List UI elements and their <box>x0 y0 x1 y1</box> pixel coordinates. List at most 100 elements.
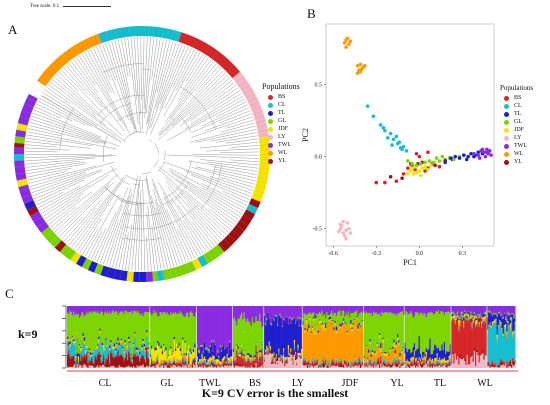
admix-bar-segment <box>335 364 338 367</box>
admix-bar-segment <box>421 358 423 362</box>
admix-bar-segment <box>89 352 92 355</box>
admix-bar-segment <box>347 325 350 362</box>
pca-point-gl <box>414 163 419 168</box>
admix-bar-segment <box>494 362 496 366</box>
admix-bar-segment <box>416 312 418 350</box>
legend-a-dot-gl <box>268 118 273 124</box>
admix-bar-segment <box>88 348 91 351</box>
admix-bar-segment <box>304 358 307 361</box>
admix-bar-segment <box>117 341 119 345</box>
admix-bar-segment <box>196 344 199 348</box>
admix-bar-segment <box>445 312 447 354</box>
admix-bar-segment <box>443 357 446 362</box>
admix-bar-segment <box>303 306 305 314</box>
admix-bar-segment <box>178 360 181 363</box>
admix-bar-segment <box>472 358 475 362</box>
admix-bar-segment <box>346 306 349 316</box>
admix-bar-segment <box>374 364 376 365</box>
admix-bar-segment <box>430 311 433 355</box>
pca-point-yl <box>433 163 437 168</box>
admix-bar-segment <box>386 355 388 362</box>
tree-branch <box>73 58 99 93</box>
panel-a-letter: A <box>8 22 18 37</box>
tree-arc <box>102 63 144 73</box>
admix-bar-segment <box>417 365 419 367</box>
admix-bar-segment <box>124 340 127 343</box>
admix-bar-segment <box>207 306 209 349</box>
admix-bar-segment <box>387 306 389 314</box>
pca-point-bs <box>406 166 410 170</box>
admix-bar-segment <box>236 325 238 345</box>
admix-bar-segment <box>430 362 433 365</box>
admix-bar-segment <box>388 366 391 368</box>
admix-bar-segment <box>99 355 101 366</box>
admix-bar-segment <box>461 315 464 316</box>
pca-point-ly <box>344 236 348 241</box>
legend-b-item-wl: WL <box>504 150 533 158</box>
tree-branch <box>151 37 158 80</box>
admix-bar-segment <box>104 348 106 350</box>
admix-bar-segment <box>227 359 230 363</box>
admix-bar-segment <box>292 317 295 319</box>
admix-bar-segment <box>356 318 358 362</box>
admix-bar-segment <box>214 360 217 363</box>
tree-ring-tick <box>84 259 89 269</box>
admix-bar-segment <box>231 359 233 361</box>
admix-bar-segment <box>125 354 128 367</box>
admix-bar-segment <box>331 365 333 368</box>
tree-ring-tick <box>243 88 253 95</box>
admix-bar-segment <box>275 354 278 356</box>
admix-bar-segment <box>451 321 453 362</box>
admix-bar-segment <box>254 306 256 323</box>
tree-ring-tick <box>259 163 270 165</box>
admix-bar-segment <box>440 360 442 363</box>
admix-bar-segment <box>355 362 357 366</box>
admix-bar-segment <box>325 323 327 329</box>
admix-bar-segment <box>199 366 201 368</box>
admix-bar-segment <box>261 326 263 345</box>
admix-bar-segment <box>501 328 503 334</box>
admix-bar-segment <box>298 353 301 356</box>
admix-bar-segment <box>260 354 262 357</box>
admix-bar-segment <box>321 326 323 363</box>
admix-bar-segment <box>481 318 483 322</box>
admix-bar-segment <box>429 338 431 358</box>
tree-branch <box>186 202 222 240</box>
admix-bar-segment <box>385 306 387 312</box>
tree-ring-segment <box>191 258 203 271</box>
admix-bar-segment <box>196 306 199 345</box>
admix-bar-segment <box>237 306 239 319</box>
admix-bar-segment <box>82 313 85 333</box>
admix-bar-segment <box>380 352 382 356</box>
admix-bar-segment <box>104 349 106 351</box>
admix-bar-segment <box>475 315 477 318</box>
admix-bar-segment <box>328 319 331 322</box>
admix-bar-segment <box>177 363 179 366</box>
admix-bar-segment <box>87 353 89 357</box>
admix-bar-segment <box>506 322 508 332</box>
admix-bar-segment <box>334 313 337 321</box>
admix-bar-segment <box>326 323 328 325</box>
admix-bar-segment <box>212 362 214 364</box>
tree-ring-tick <box>111 268 115 279</box>
tree-ring-tick <box>259 144 270 146</box>
admix-bar-segment <box>262 354 265 357</box>
admix-bar-segment <box>163 365 165 368</box>
tree-ring-tick <box>159 27 162 38</box>
admix-bar-segment <box>344 323 346 360</box>
admix-bar-segment <box>397 306 399 314</box>
tree-branch <box>102 43 116 81</box>
tree-arc <box>133 183 140 186</box>
admix-bar-segment <box>488 364 490 366</box>
admix-bar-segment <box>417 366 419 368</box>
tree-ring-segment <box>87 260 98 273</box>
admix-bar-segment <box>490 366 493 368</box>
admix-bar-segment <box>214 365 217 367</box>
tree-ring-tick <box>259 167 270 170</box>
admix-bar-segment <box>147 349 149 352</box>
admix-bar-segment <box>415 361 417 363</box>
admix-bar-segment <box>293 306 296 318</box>
admix-bar-segment <box>194 347 196 357</box>
admix-bar-segment <box>158 316 160 343</box>
admix-bar-segment <box>386 361 388 365</box>
